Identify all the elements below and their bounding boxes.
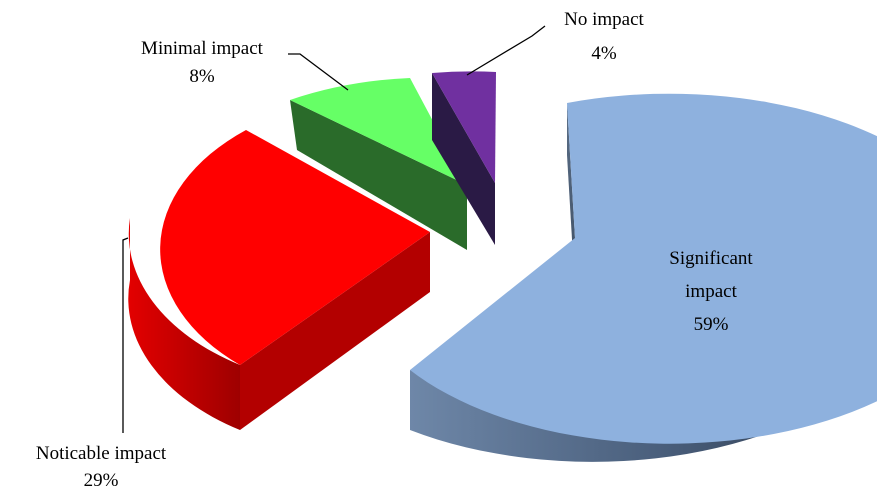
slice-noticable <box>160 130 431 365</box>
slice-noimpact-cut-face <box>432 73 495 245</box>
slice-minimal-cut-face <box>290 100 467 250</box>
slice-minimal <box>290 78 467 185</box>
label-noimpact-name: No impact <box>564 9 644 30</box>
slice-noimpact-group <box>432 71 496 245</box>
label-significant-line1: Significant <box>669 248 753 269</box>
leader-line-minimal <box>288 53 349 91</box>
label-noimpact-percent: 4% <box>591 43 617 64</box>
label-noticable-name: Noticable impact <box>36 443 167 464</box>
leader-line-noticable <box>122 237 129 433</box>
label-minimal-percent: 8% <box>189 66 215 87</box>
slice-noticable-group <box>128 130 431 430</box>
slice-noimpact <box>432 71 496 183</box>
slice-significant <box>410 93 877 444</box>
slice-significant-group <box>410 93 877 462</box>
slice-noticable-side <box>128 218 240 430</box>
slice-noticable-cut-face <box>240 232 430 430</box>
label-significant-percent: 59% <box>694 314 729 335</box>
leader-line-noimpact <box>466 25 546 76</box>
label-significant-line2: impact <box>685 281 737 302</box>
slice-minimal-group <box>290 78 467 250</box>
label-noticable-percent: 29% <box>84 470 119 491</box>
label-minimal-name: Minimal impact <box>141 38 264 59</box>
